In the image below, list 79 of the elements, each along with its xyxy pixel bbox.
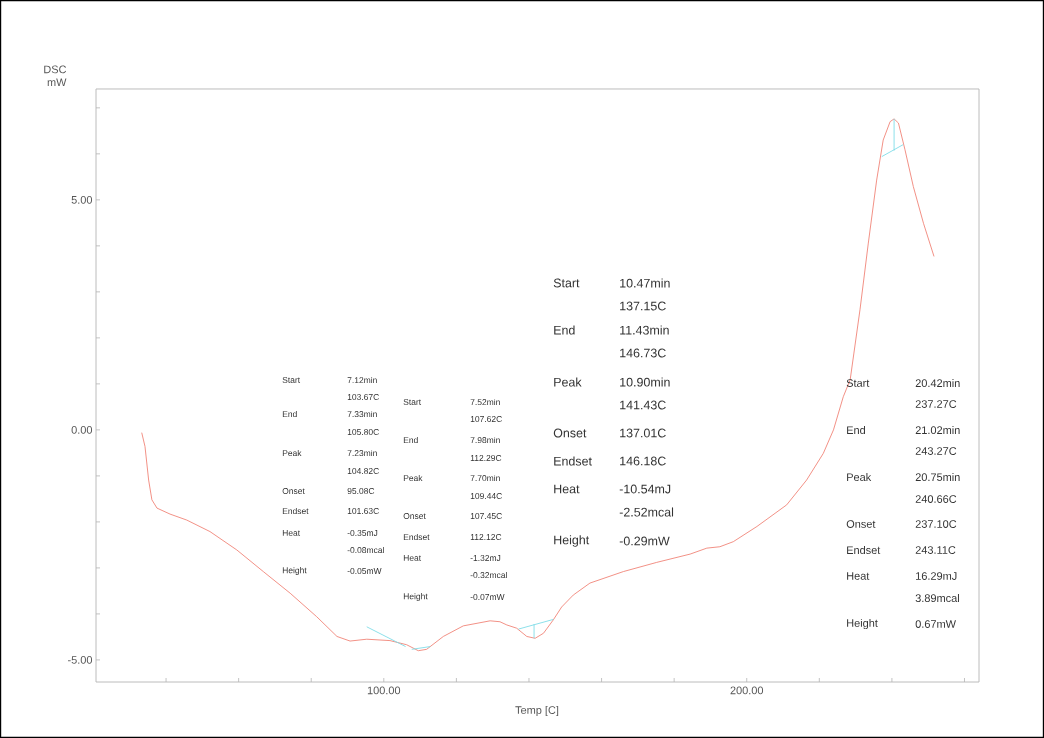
annotation: Height [403,593,428,601]
annotation: Heat [847,572,870,580]
y-tick-label: 5.00 [71,195,93,204]
annotation: 21.02min [915,425,960,435]
annotation: 237.10C [915,520,957,528]
annotation: Heat [282,530,301,536]
y-tick-label: 0.00 [71,426,93,434]
annotation: Height [282,567,307,575]
annotation: 7.23min [347,449,377,457]
annotation: Peak [554,377,582,387]
annotation: 7.98min [470,436,500,444]
annotation: 240.66C [915,495,957,503]
annotation: 137.01C [620,428,666,438]
annotation: Start [846,379,870,387]
annotation: End [847,425,865,435]
annotation: 243.27C [915,447,957,455]
annotation: 10.90min [620,377,670,387]
annotation: 112.12C [470,534,502,540]
annotation: 103.67C [347,394,379,400]
annotation: Start [403,399,422,405]
annotation: 3.89mcal [915,593,959,603]
annotation: Endset [554,456,592,466]
annotation: Heat [554,484,580,494]
annotation: 95.08C [347,488,375,494]
annotation: End [403,436,418,444]
annotation: 11.43min [620,325,669,335]
annotation: 104.82C [347,468,379,474]
annotation: Endset [847,545,881,555]
annotation: Onset [846,520,876,528]
annotation: Onset [403,513,426,519]
annotation: Height [847,618,878,630]
x-axis-title: Temp [C] [515,705,559,717]
annotation: Heat [403,555,422,561]
x-tick-label: 200.00 [730,686,764,695]
annotation: 137.15C [620,301,666,311]
annotation: Start [282,377,301,383]
annotation: Height [554,535,590,547]
annotation: 112.29C [470,455,502,461]
annotation: -0.35mJ [347,530,378,536]
y-axis-title: DSC mW [44,65,67,87]
annotation: -1.32mJ [470,555,501,561]
annotation: -2.52mcal [619,507,674,517]
annotation: 237.27C [915,400,957,408]
annotation: Endset [403,533,430,541]
annotation: 7.52min [470,398,500,406]
annotation: Start [553,278,580,288]
annotation: 7.33min [347,410,377,418]
annotation: -0.29mW [619,536,670,546]
annotation: 16.29mJ [916,572,957,580]
annotation: 7.70min [470,474,500,482]
annotation: 109.44C [470,493,502,499]
annotation: 101.63C [347,508,379,514]
annotation: 0.67mW [915,620,956,628]
annotation: 20.75min [915,472,960,482]
x-tick-label: 100.00 [367,686,401,695]
annotation: -0.32mcal [470,571,507,579]
annotation: 146.73C [620,348,666,358]
annotation: 10.47min [620,278,670,288]
annotation: 20.42min [915,378,960,388]
y-tick-label: -5.00 [67,656,93,664]
annotation: Onset [282,488,305,494]
annotation: Peak [403,474,423,482]
annotation: -0.05mW [347,568,382,574]
annotation: 107.62C [470,416,502,422]
annotation: 7.12min [347,376,377,384]
annotation: -0.07mW [470,594,505,600]
annotation: End [554,325,575,335]
annotation: 243.11C [915,546,956,554]
annotation: 146.18C [620,456,666,466]
annotation: End [282,410,297,418]
annotation: Endset [282,507,309,515]
annotation: -10.54mJ [619,484,671,494]
annotation: 105.80C [347,429,379,435]
annotation: Onset [553,428,587,438]
annotation: 107.45C [470,513,502,519]
annotation: Peak [847,472,872,482]
annotation: 141.43C [620,400,666,410]
annotation: Peak [282,449,302,457]
annotation: -0.08mcal [347,546,384,554]
